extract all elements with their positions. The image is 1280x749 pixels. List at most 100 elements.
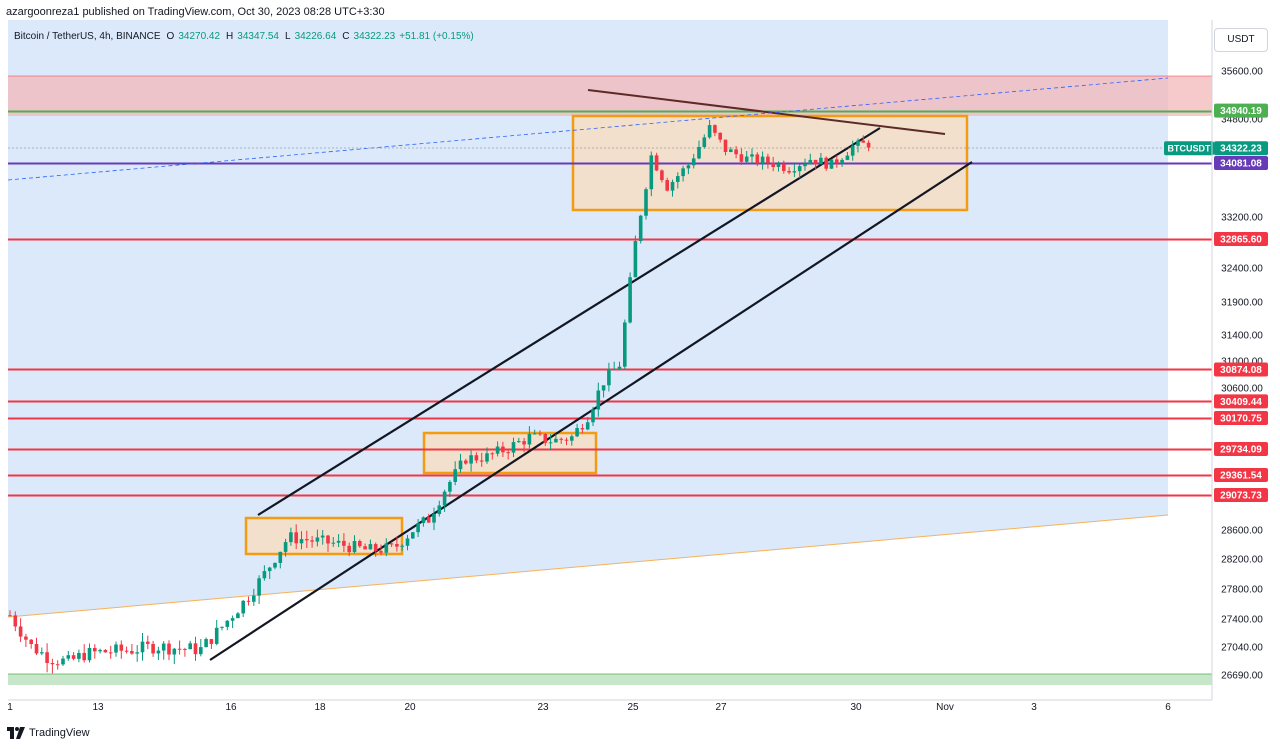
candle-body [24, 636, 28, 640]
candle-body [34, 644, 39, 654]
y-tick-label: 31900.00 [1221, 298, 1263, 309]
candle-body [45, 652, 49, 663]
candle-body [649, 155, 654, 190]
candle-body [766, 156, 770, 163]
candle-body [495, 446, 500, 454]
candle-body [252, 595, 256, 602]
x-tick-label: 18 [314, 702, 326, 713]
candle-body [278, 551, 283, 563]
candle-body [479, 460, 484, 462]
candle-body [373, 544, 378, 552]
candle-body [808, 159, 813, 164]
x-tick-label: Nov [936, 702, 954, 713]
candle-body [580, 428, 585, 430]
candle-body [702, 137, 707, 147]
candle-body [225, 620, 230, 627]
publisher-line: azargoonreza1 published on TradingView.c… [6, 6, 385, 18]
candle-body [209, 639, 214, 644]
y-tick-label: 28200.00 [1221, 555, 1263, 566]
candle-body [760, 156, 765, 164]
candle-body [188, 643, 192, 650]
candle-body [750, 154, 754, 157]
high-label: H [226, 31, 234, 42]
candle-body [681, 168, 685, 177]
candle-body [633, 241, 638, 278]
level-price-tag [1214, 488, 1268, 502]
candle-body [257, 578, 261, 596]
candle-body [124, 650, 129, 652]
candle-body [140, 641, 145, 653]
high-value: 34347.54 [237, 31, 279, 42]
candle-body [77, 652, 81, 659]
tradingview-logo[interactable]: TradingView [7, 727, 90, 739]
candle-body [395, 544, 399, 547]
close-value: 34322.23 [353, 31, 396, 42]
candle-body [601, 385, 606, 391]
candle-body [55, 664, 60, 666]
candle-body [442, 491, 447, 506]
open-label: O [166, 31, 175, 42]
candle-body [532, 433, 537, 435]
candle-body [866, 142, 871, 148]
candle-body [638, 215, 643, 242]
candle-body [119, 644, 124, 651]
candle-body [220, 626, 224, 628]
candle-body [506, 452, 510, 454]
candle-body [575, 428, 579, 437]
low-value: 34226.64 [294, 31, 337, 42]
candle-body [289, 532, 293, 543]
candle-body [591, 409, 595, 423]
symbol-legend: Bitcoin / TetherUS, 4h, BINANCE O 34270.4… [14, 31, 474, 42]
candle-body [294, 532, 298, 544]
candle-body [517, 441, 521, 443]
y-tick-label: 30600.00 [1221, 384, 1263, 395]
candle-body [564, 439, 569, 441]
candle-body [771, 162, 775, 168]
candle-body [819, 157, 823, 165]
candle-body [82, 652, 86, 661]
candle-body [522, 441, 526, 445]
candle-body [114, 644, 118, 653]
candle-body [161, 643, 166, 651]
candle-body [183, 648, 187, 650]
level-price-label: 32865.60 [1220, 235, 1262, 246]
candle-body [193, 643, 198, 655]
candle-body [755, 154, 760, 164]
candle-body [845, 155, 850, 160]
candle-body [432, 514, 436, 523]
level-price-label: 29734.09 [1220, 445, 1262, 456]
candle-body [469, 455, 473, 464]
candle-body [236, 613, 240, 619]
candle-body [310, 540, 314, 542]
candle-body [411, 532, 415, 539]
candle-body [156, 650, 161, 654]
candle-body [840, 159, 844, 164]
candle-body [283, 542, 288, 552]
candle-body [98, 649, 102, 652]
candle-body [336, 540, 341, 543]
candle-body [384, 543, 389, 553]
candle-body [437, 505, 442, 515]
candle-body [66, 655, 71, 659]
candle-body [670, 181, 675, 191]
candle-body [485, 453, 489, 462]
candle-body [660, 170, 664, 181]
level-price-tag [1214, 232, 1268, 246]
level-price-label: 30170.75 [1220, 414, 1262, 425]
level-price-tag [1214, 468, 1268, 482]
candle-body [707, 125, 712, 138]
candle-body [617, 366, 622, 370]
dashed-trendline [7, 77, 1169, 181]
currency-button[interactable]: USDT [1214, 28, 1268, 52]
candle-body [273, 562, 277, 568]
level-price-label: 30874.08 [1220, 365, 1262, 376]
candle-body [342, 540, 346, 546]
candle-body [718, 132, 722, 140]
candle-body [543, 433, 548, 443]
candle-body [426, 517, 431, 523]
x-tick-label: 13 [92, 702, 104, 713]
candle-body [172, 648, 177, 655]
level-price-tag [1214, 394, 1268, 409]
level-price-tag [1214, 362, 1268, 377]
